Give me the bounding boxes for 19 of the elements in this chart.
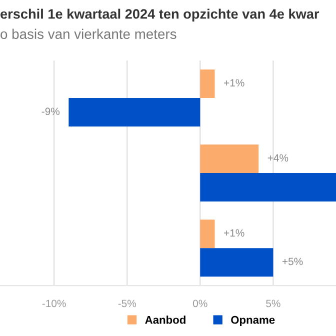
bar	[200, 220, 215, 248]
x-tick-label: -5%	[118, 300, 136, 308]
bar	[200, 144, 259, 174]
bar	[200, 69, 215, 98]
data-label: -9%	[42, 108, 60, 116]
x-tick-label: -10%	[42, 300, 66, 308]
legend-label: Aanbod	[145, 316, 186, 324]
bar	[200, 173, 336, 202]
data-label: +4%	[268, 154, 288, 162]
chart-title: erschil 1e kwartaal 2024 ten opzichte van 4e kwar	[0, 8, 320, 22]
legend-label: Opname	[231, 316, 275, 326]
data-label: +1%	[224, 229, 244, 237]
chart-subtitle: o basis van vierkante meters	[0, 28, 176, 40]
data-label: +5%	[282, 258, 303, 266]
x-tick-label: 5%	[266, 300, 280, 308]
data-label: +1%	[224, 79, 244, 86]
bar	[200, 248, 274, 277]
x-tick-label: 0%	[193, 300, 208, 308]
bar	[68, 98, 200, 127]
